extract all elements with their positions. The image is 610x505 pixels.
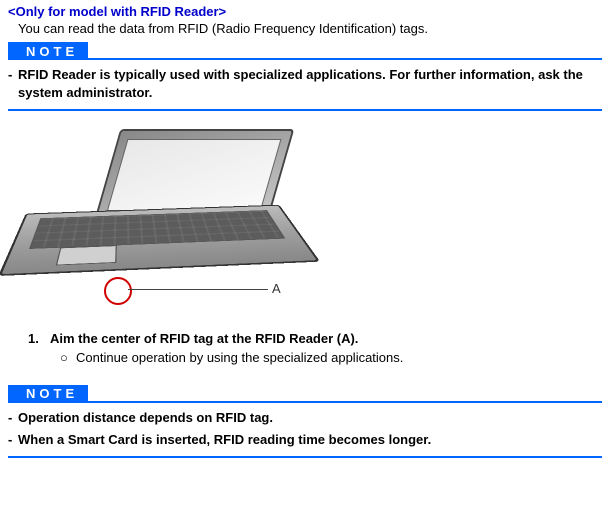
callout-line xyxy=(128,289,268,290)
laptop-diagram: A xyxy=(28,129,348,319)
note-block-2: NOTE - Operation distance depends on RFI… xyxy=(8,385,602,458)
rfid-marker-circle xyxy=(104,277,132,305)
intro-text: You can read the data from RFID (Radio F… xyxy=(8,21,602,36)
callout-label: A xyxy=(272,281,281,296)
section-heading: <Only for model with RFID Reader> xyxy=(8,4,602,19)
note-label: NOTE xyxy=(20,42,88,60)
note2-item-1: - Operation distance depends on RFID tag… xyxy=(8,409,598,427)
note-bar: NOTE xyxy=(8,385,602,403)
instruction-steps: 1. Aim the center of RFID tag at the RFI… xyxy=(28,331,602,367)
note-block-1: NOTE - RFID Reader is typically used wit… xyxy=(8,42,602,111)
step-1-sub: ○ Continue operation by using the specia… xyxy=(60,350,602,367)
note2-item-2: - When a Smart Card is inserted, RFID re… xyxy=(8,431,598,449)
note1-item: - RFID Reader is typically used with spe… xyxy=(8,66,598,101)
step-1: 1. Aim the center of RFID tag at the RFI… xyxy=(28,331,602,346)
note-bar: NOTE xyxy=(8,42,602,60)
note-label: NOTE xyxy=(20,385,88,403)
